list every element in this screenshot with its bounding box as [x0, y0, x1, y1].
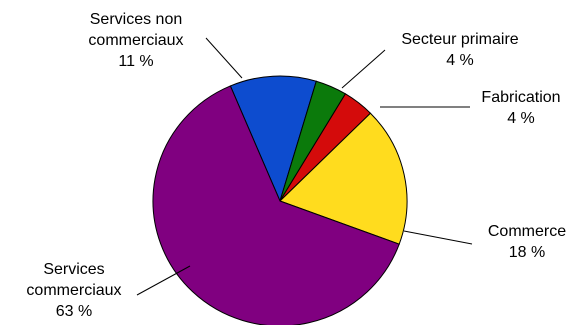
- slice-name-line: Services: [43, 261, 104, 278]
- slice-label-services-commerciaux: Services commerciaux 63 %: [26, 261, 121, 320]
- leader-line-5: [136, 265, 191, 296]
- slice-label-fabrication: Fabrication 4 %: [481, 89, 560, 127]
- slice-name-line: Fabrication: [481, 89, 560, 106]
- pie-slice-services-non-commerciaux: [229, 75, 317, 203]
- slice-name-line: Secteur primaire: [401, 31, 518, 48]
- slice-value-label: 18 %: [509, 244, 545, 261]
- slice-value-label: 63 %: [56, 303, 92, 320]
- slice-value-label: 4 %: [507, 110, 535, 127]
- slice-label-services-non-commerciaux: Services non commerciaux 11 %: [88, 11, 183, 70]
- slice-name-line: commerciaux: [88, 32, 183, 49]
- slice-label-secteur-primaire: Secteur primaire 4 %: [401, 31, 518, 69]
- slice-label-commerce: Commerce 18 %: [488, 223, 566, 261]
- leader-line-4: [403, 230, 473, 245]
- leader-line-1: [205, 37, 243, 79]
- slice-value-label: 11 %: [118, 53, 153, 70]
- slice-name-line: commerciaux: [26, 282, 121, 299]
- slice-name-line: Services non: [90, 11, 183, 28]
- pie-slice-commerce: [279, 112, 408, 245]
- pie-slice-services-commerciaux: [152, 85, 400, 325]
- slice-name-line: Commerce: [488, 223, 566, 240]
- slice-value-label: 4 %: [446, 52, 474, 69]
- leader-line-2: [341, 49, 386, 89]
